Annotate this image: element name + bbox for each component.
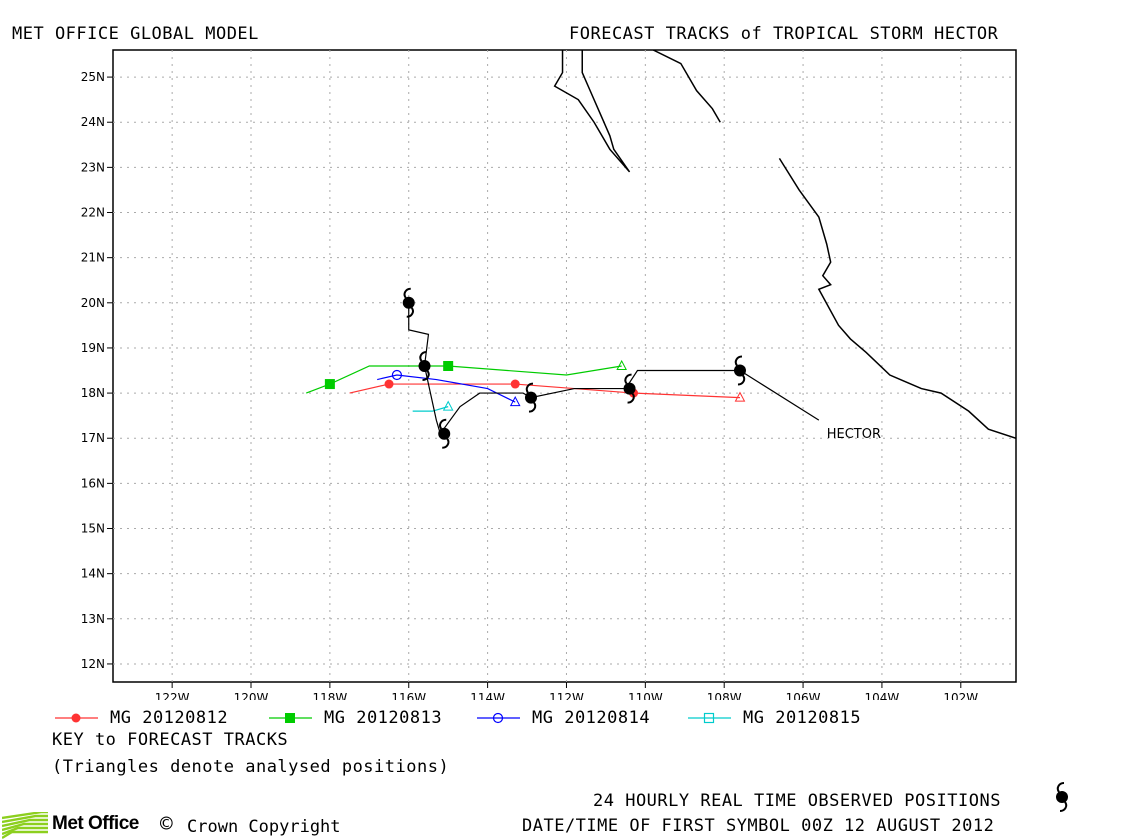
lat-tick-label: 19N bbox=[81, 341, 105, 355]
legend-label: MG 20120812 bbox=[110, 708, 229, 728]
lat-tick-label: 14N bbox=[81, 567, 105, 581]
logo-stripe bbox=[2, 812, 48, 820]
logo-stripe bbox=[2, 818, 48, 828]
analysed-triangle bbox=[442, 400, 454, 411]
forecast-marker bbox=[492, 712, 504, 724]
logo-stripe bbox=[2, 830, 48, 840]
plot-frame bbox=[112, 49, 1017, 683]
lon-tick-label: 114W bbox=[470, 691, 505, 700]
observed-line bbox=[408, 302, 820, 436]
coastline-segment bbox=[652, 50, 721, 123]
coastline bbox=[553, 50, 1016, 439]
forecast-marker bbox=[703, 712, 715, 724]
forecast-marker bbox=[443, 361, 454, 371]
lon-tick-label: 120W bbox=[234, 691, 269, 700]
legend-label: MG 20120815 bbox=[743, 708, 862, 728]
key-note: (Triangles denote analysed positions) bbox=[52, 757, 450, 777]
forecast-track-map: 122W 120W 118W 116W 114W 112W 110W 108W 106W 104W… bbox=[81, 49, 1017, 700]
forecast-marker bbox=[391, 369, 403, 381]
legend-swatch bbox=[477, 712, 520, 724]
lon-tick-label: 116W bbox=[391, 691, 426, 700]
logo-stripe bbox=[2, 822, 48, 832]
copyright-text: Crown Copyright bbox=[187, 817, 341, 837]
copyright-symbol: © bbox=[160, 812, 173, 836]
analysed-triangle bbox=[616, 359, 628, 370]
storm-label: HECTOR bbox=[827, 427, 881, 442]
forecast-marker bbox=[285, 713, 295, 723]
lon-tick-label: 118W bbox=[312, 691, 347, 700]
lon-tick-label: 122W bbox=[155, 691, 190, 700]
legend-swatch bbox=[688, 712, 731, 724]
forecast-marker bbox=[510, 379, 520, 389]
lat-tick-label: 15N bbox=[81, 522, 105, 536]
lat-tick-label: 12N bbox=[81, 657, 105, 671]
legend-label: MG 20120813 bbox=[324, 708, 443, 728]
coastline-segment bbox=[778, 157, 1016, 439]
lon-tick-label: 112W bbox=[549, 691, 584, 700]
first-symbol-note: DATE/TIME OF FIRST SYMBOL 00Z 12 AUGUST … bbox=[522, 816, 995, 836]
lon-tick-label: 102W bbox=[943, 691, 978, 700]
lat-tick-label: 25N bbox=[81, 70, 105, 84]
lat-tick-label: 18N bbox=[81, 386, 105, 400]
analysed-triangle bbox=[509, 396, 521, 407]
observed-note: 24 HOURLY REAL TIME OBSERVED POSITIONS bbox=[593, 791, 1001, 811]
lon-tick-label: 110W bbox=[628, 691, 663, 700]
forecast-tracks bbox=[306, 359, 746, 412]
forecast-marker bbox=[71, 713, 81, 723]
right-title: FORECAST TRACKS of TROPICAL STORM HECTOR bbox=[569, 24, 999, 44]
key-title: KEY to FORECAST TRACKS bbox=[52, 730, 289, 750]
met-office-logo-icon bbox=[2, 812, 48, 840]
axis-ticks: 122W 120W 118W 116W 114W 112W 110W 108W 106W 104W… bbox=[81, 70, 979, 700]
lat-tick-label: 13N bbox=[81, 612, 105, 626]
legend-label: MG 20120814 bbox=[532, 708, 651, 728]
lat-tick-label: 23N bbox=[81, 160, 105, 174]
lat-tick-label: 21N bbox=[81, 251, 105, 265]
lon-tick-label: 108W bbox=[707, 691, 742, 700]
met-office-logo-text: Met Office bbox=[52, 813, 139, 834]
left-title: MET OFFICE GLOBAL MODEL bbox=[12, 24, 259, 44]
logo-stripe bbox=[2, 814, 48, 824]
observed-track bbox=[401, 287, 820, 449]
observed-hurricane-icon bbox=[1055, 782, 1069, 812]
lat-tick-label: 17N bbox=[81, 431, 105, 445]
lon-tick-label: 106W bbox=[786, 691, 821, 700]
lat-tick-label: 22N bbox=[81, 206, 105, 220]
forecast-line bbox=[412, 406, 449, 412]
legend-swatch bbox=[55, 713, 98, 723]
forecast-marker bbox=[324, 379, 335, 390]
forecast-marker bbox=[384, 379, 394, 389]
coastline-segment bbox=[553, 50, 631, 173]
analysed-triangle bbox=[734, 391, 746, 402]
lon-tick-label: 104W bbox=[865, 691, 900, 700]
logo-stripe bbox=[2, 826, 48, 836]
legend-swatch bbox=[269, 713, 312, 723]
lat-tick-label: 20N bbox=[81, 296, 105, 310]
lat-tick-label: 16N bbox=[81, 476, 105, 490]
lat-tick-label: 24N bbox=[81, 115, 105, 129]
